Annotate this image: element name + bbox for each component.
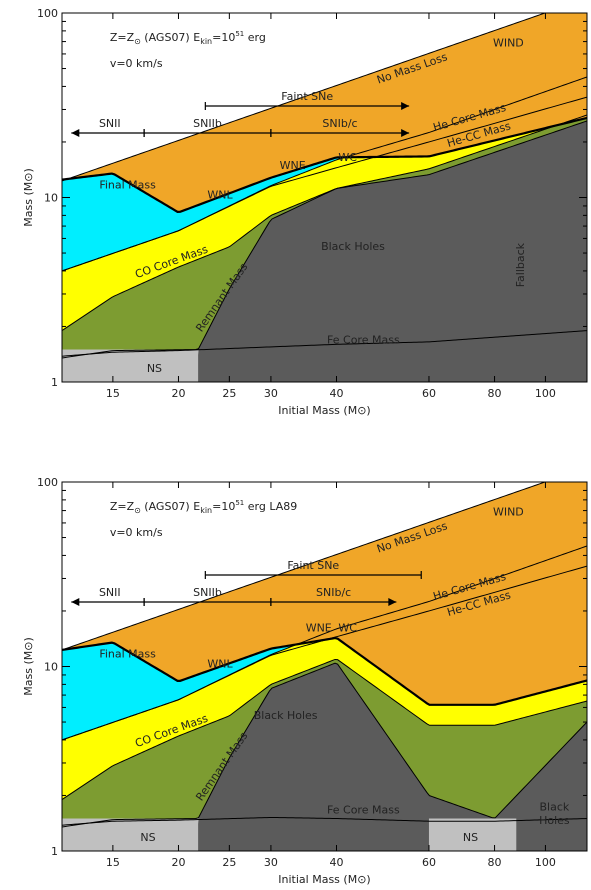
he-cc-fill: [62, 638, 587, 740]
label-black: Black: [539, 800, 569, 813]
x-axis-label: Initial Mass (M⊙): [278, 873, 370, 886]
line-remnant-mass: [62, 662, 587, 828]
label-fe-core-mass: Fe Core Mass: [327, 803, 400, 816]
label-final-mass: Final Mass: [99, 178, 156, 191]
label-ns: NS: [147, 362, 162, 375]
wind-region: [62, 482, 587, 705]
label-ns: NS: [140, 831, 155, 844]
x-tick-label: 25: [222, 387, 236, 400]
y-tick-label: 100: [37, 7, 58, 20]
label-wc: WC: [338, 151, 357, 164]
remnant-envelope-region: [62, 117, 587, 358]
label-ns: NS: [463, 831, 478, 844]
x-tick-label: 40: [330, 856, 344, 869]
y-tick-label: 1: [51, 376, 58, 389]
label-wnl: WNL: [207, 657, 233, 670]
black-holes-region: [62, 663, 587, 851]
chart-bottom: 15 20 25 30 40 60 80 100 1 10 100 Initial Mass (M⊙)…: [22, 476, 588, 886]
label-fallback: Fallback: [514, 242, 527, 287]
range-snii-head: [71, 598, 80, 606]
ns-region: [428, 818, 517, 851]
x-tick-label: 60: [422, 387, 436, 400]
y-axis-label: Mass (M⊙): [22, 637, 35, 695]
range-label: Faint SNe: [281, 90, 333, 103]
range-label: SNII: [99, 117, 121, 130]
label-fe-core-mass: Fe Core Mass: [327, 333, 400, 346]
line-no-mass-loss: [62, 482, 547, 651]
remnant-envelope-region: [62, 659, 587, 827]
line-final-mass: [62, 636, 587, 706]
line-co-core-mass: [62, 658, 587, 800]
x-tick-label: 40: [330, 387, 344, 400]
y-tick-label: 1: [51, 845, 58, 858]
plot-area: [62, 13, 587, 382]
label-black-holes: Black Holes: [254, 709, 318, 722]
x-tick-label: 20: [171, 387, 185, 400]
x-axis-label: Initial Mass (M⊙): [278, 404, 370, 417]
range-snib-c-head: [401, 129, 410, 137]
range-label: SNIb/c: [316, 586, 351, 599]
label-black-holes: Black Holes: [321, 240, 385, 253]
line-no-mass-loss: [62, 13, 547, 182]
label-wnl: WNL: [207, 188, 233, 201]
chart-header-line1: Z=Z⊙ (AGS07) Ekin=1051 erg: [110, 30, 266, 46]
range-label: SNIIb: [193, 586, 222, 599]
chart-top: 15 20 25 30 40 60 80 100 1 10 100 Initial Mass (M⊙)…: [22, 7, 588, 417]
range-label: Faint SNe: [287, 559, 339, 572]
x-tick-label: 80: [488, 387, 502, 400]
x-tick-label: 80: [488, 856, 502, 869]
line-he-cc-mass: [62, 96, 587, 272]
label-holes: Holes: [539, 814, 570, 827]
label-wind: WIND: [493, 36, 524, 49]
x-tick-label: 15: [106, 387, 120, 400]
line-remnant-mass: [62, 120, 587, 359]
chart-header-line2: v=0 km/s: [110, 57, 163, 70]
co-envelope-region: [62, 638, 587, 800]
x-tick-label: 20: [171, 856, 185, 869]
chart-header-line2: v=0 km/s: [110, 526, 163, 539]
y-tick-label: 100: [37, 476, 58, 489]
x-tick-label: 30: [264, 856, 278, 869]
x-tick-label: 60: [422, 856, 436, 869]
line-fe-core-mass: [62, 816, 587, 826]
chart-header-line1: Z=Z⊙ (AGS07) Ekin=1051 erg LA89: [110, 499, 297, 515]
range-label: SNIb/c: [322, 117, 357, 130]
wind-region: [62, 13, 587, 212]
x-tick-label: 100: [535, 387, 556, 400]
y-tick-label: 10: [44, 192, 58, 205]
line-fe-core-mass: [62, 330, 587, 357]
range-snii-head: [71, 129, 80, 137]
plot-area: [62, 482, 587, 851]
label-final-mass: Final Mass: [99, 647, 156, 660]
line-co-core-mass: [62, 114, 587, 331]
y-axis-label: Mass (M⊙): [22, 168, 35, 226]
range-faint-sne-head: [401, 102, 410, 110]
label-wc: WC: [338, 621, 357, 634]
y-tick-label: 10: [44, 661, 58, 674]
x-tick-label: 100: [535, 856, 556, 869]
x-tick-label: 15: [106, 856, 120, 869]
label-wne: WNE: [280, 159, 306, 172]
label-wind: WIND: [493, 505, 524, 518]
range-label: SNII: [99, 586, 121, 599]
range-snib-c-head: [388, 598, 397, 606]
line-final-mass: [62, 116, 587, 213]
x-tick-label: 25: [222, 856, 236, 869]
x-tick-label: 30: [264, 387, 278, 400]
label-wne: WNE: [306, 621, 332, 634]
black-holes-region: [62, 120, 587, 382]
range-label: SNIIb: [193, 117, 222, 130]
